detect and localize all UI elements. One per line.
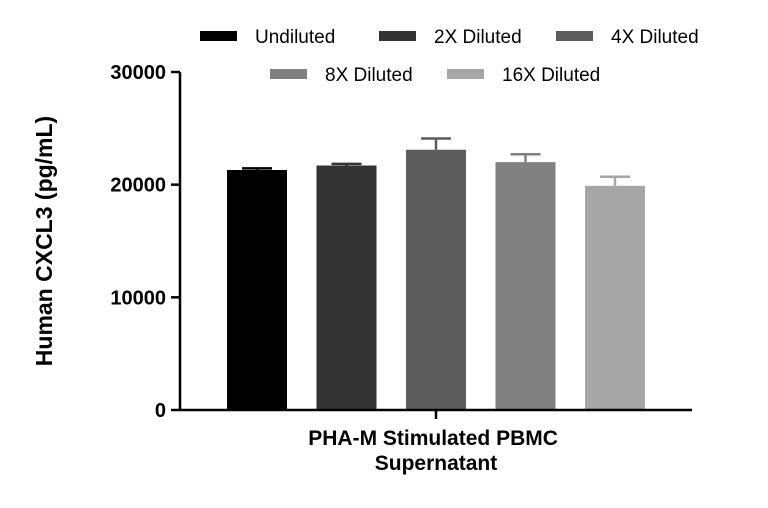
bar <box>495 162 556 410</box>
y-tick-label: 20000 <box>110 175 166 197</box>
y-tick-label: 10000 <box>110 287 166 309</box>
legend: Undiluted 2X Diluted 4X Diluted 8X Diluted 1… <box>200 27 699 86</box>
legend-swatch <box>270 69 307 79</box>
legend-label: 8X Diluted <box>325 65 413 86</box>
bar <box>316 165 377 410</box>
legend-swatch <box>200 31 237 41</box>
legend-label: 16X Diluted <box>502 65 600 86</box>
legend-swatch <box>447 69 484 79</box>
bar <box>227 170 287 410</box>
x-axis-label-line-2: Supernatant <box>375 452 498 475</box>
legend-swatch <box>379 31 416 41</box>
axes <box>178 72 692 419</box>
x-axis-label-line-1: PHA-M Stimulated PBMC <box>308 427 558 450</box>
legend-label: Undiluted <box>255 27 335 48</box>
legend-label: 4X Diluted <box>611 27 699 48</box>
y-tick-label: 30000 <box>110 62 166 84</box>
x-axis-label: PHA-M Stimulated PBMC Supernatant <box>308 427 564 475</box>
legend-label: 2X Diluted <box>434 27 522 48</box>
y-ticks: 0 10000 20000 30000 <box>110 62 180 422</box>
bar <box>406 149 466 411</box>
bar <box>585 185 645 410</box>
bars <box>227 137 645 411</box>
legend-swatch <box>556 31 593 41</box>
y-tick-label: 0 <box>155 400 166 422</box>
y-axis-label: Human CXCL3 (pg/mL) <box>31 116 57 366</box>
